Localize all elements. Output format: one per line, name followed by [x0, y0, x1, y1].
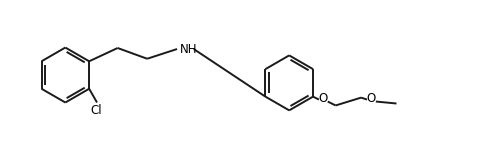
Text: Cl: Cl — [90, 103, 102, 116]
Text: NH: NH — [180, 43, 198, 56]
Text: O: O — [318, 92, 327, 105]
Text: O: O — [366, 92, 376, 105]
